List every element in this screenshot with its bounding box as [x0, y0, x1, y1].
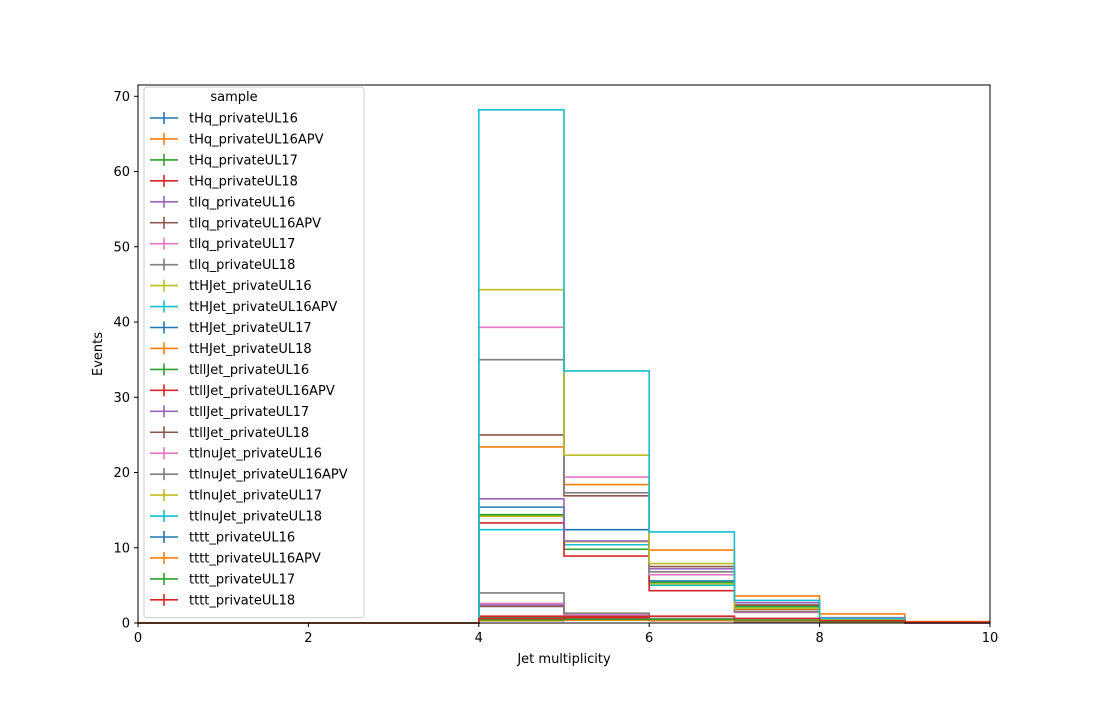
y-tick-label: 20 [113, 466, 130, 481]
legend-label: ttHJet_privateUL18 [189, 342, 312, 357]
legend-title: sample [210, 90, 257, 105]
legend-label: ttHJet_privateUL17 [189, 321, 312, 336]
legend-label: tttt_privateUL18 [189, 593, 295, 608]
y-axis-label: Events [91, 332, 106, 376]
legend-label: tttt_privateUL17 [189, 572, 295, 587]
y-tick-label: 30 [113, 391, 130, 406]
legend-label: ttllJet_privateUL16 [189, 363, 309, 378]
legend-label: ttlnuJet_privateUL18 [189, 510, 322, 525]
legend-label: ttHJet_privateUL16 [189, 279, 312, 294]
y-tick-label: 50 [113, 240, 130, 255]
legend-label: tHq_privateUL16APV [189, 132, 324, 147]
legend-label: ttllJet_privateUL17 [189, 405, 309, 420]
legend-label: ttllJet_privateUL16APV [189, 384, 335, 399]
y-tick-label: 40 [113, 316, 130, 331]
legend-label: tttt_privateUL16APV [189, 551, 321, 566]
legend-label: tllq_privateUL18 [189, 258, 295, 273]
legend-label: ttHJet_privateUL16APV [189, 300, 337, 315]
legend-box [143, 86, 365, 619]
legend-label: tHq_privateUL17 [189, 153, 298, 168]
x-tick-label: 2 [304, 631, 312, 646]
legend-label: tttt_privateUL16 [189, 531, 295, 546]
y-tick-label: 60 [113, 165, 130, 180]
y-axis: 0 10 20 30 40 50 60 70 [113, 90, 138, 632]
legend-label: ttlnuJet_privateUL16 [189, 447, 322, 462]
x-tick-label: 8 [815, 631, 823, 646]
legend-label: tllq_privateUL17 [189, 237, 295, 252]
legend-label: tHq_privateUL18 [189, 174, 298, 189]
legend-items: tHq_privateUL16 tHq_privateUL16APV tHq_pri… [150, 112, 348, 608]
x-tick-label: 6 [645, 631, 653, 646]
legend-label: ttlnuJet_privateUL17 [189, 489, 322, 504]
legend-label: ttlnuJet_privateUL16APV [189, 468, 348, 483]
y-tick-label: 10 [113, 541, 130, 556]
x-tick-label: 0 [134, 631, 142, 646]
legend-label: tllq_privateUL16 [189, 195, 295, 210]
legend-label: tHq_privateUL16 [189, 112, 298, 127]
legend-label: ttllJet_privateUL18 [189, 426, 309, 441]
y-tick-label: 70 [113, 90, 130, 105]
plot-frame [137, 84, 991, 624]
legend: sample tHq_privateUL16 tHq_privateUL16APV… [143, 86, 365, 619]
x-axis-label: Jet multiplicity [516, 652, 611, 667]
x-tick-label: 10 [982, 631, 999, 646]
x-tick-label: 4 [475, 631, 483, 646]
x-axis: 0 2 4 6 8 10 [134, 623, 998, 646]
y-tick-label: 0 [122, 617, 130, 632]
legend-label: tllq_privateUL16APV [189, 216, 321, 231]
